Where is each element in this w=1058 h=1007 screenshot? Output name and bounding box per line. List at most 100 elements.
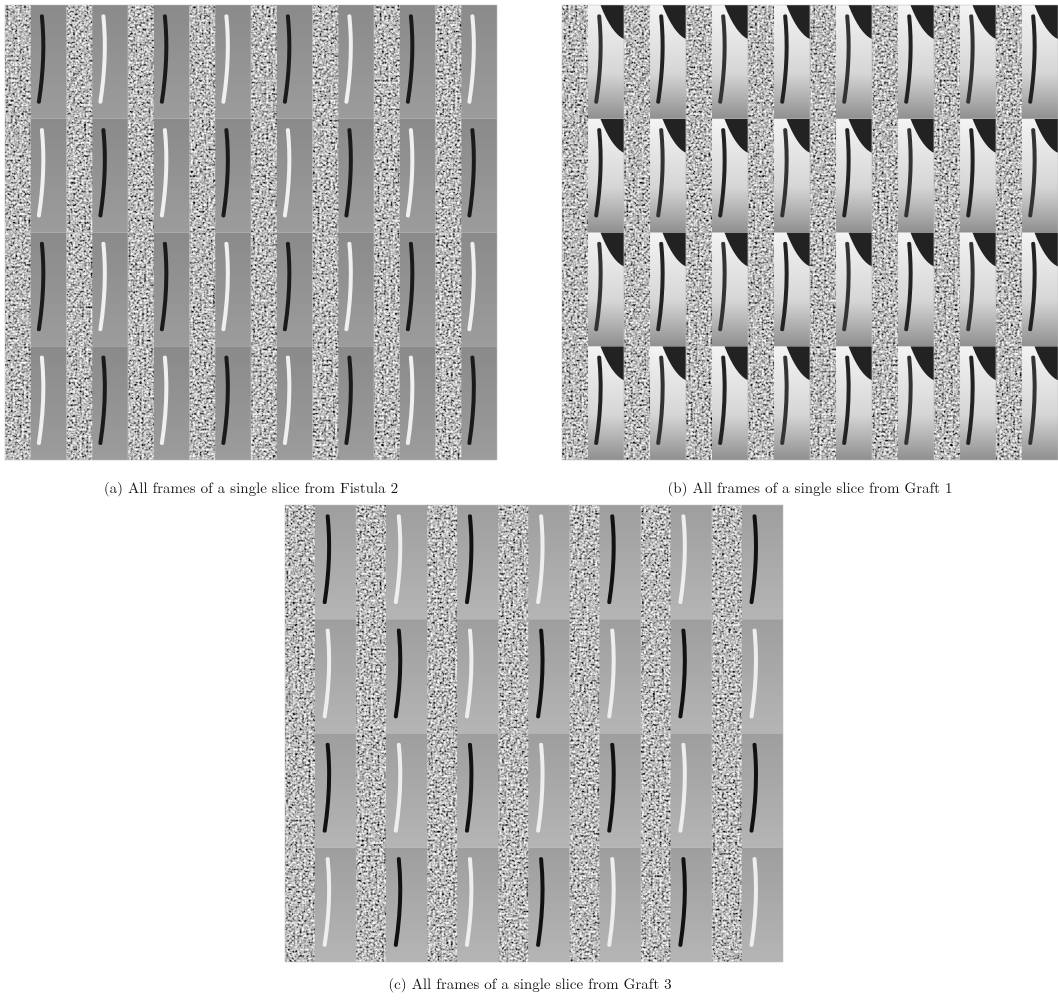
frame-tile (872, 233, 934, 347)
frame-tile (190, 233, 252, 347)
noise-region (686, 346, 712, 460)
frame-tile (251, 119, 313, 233)
tissue-region (742, 734, 783, 848)
frame-tile (872, 346, 934, 460)
tissue-region (154, 5, 190, 119)
frame-tile (313, 233, 375, 347)
frame-tile (934, 233, 996, 347)
tissue-region (599, 848, 640, 962)
frame-tile (190, 119, 252, 233)
frame-tile (996, 5, 1058, 119)
frame-tile (686, 346, 748, 460)
frame-tile (190, 346, 252, 460)
frame-tile (436, 346, 498, 460)
frame-tile (624, 119, 686, 233)
noise-region (427, 848, 457, 962)
noise-region (67, 5, 93, 119)
noise-region (712, 619, 742, 733)
frame-tile (712, 848, 783, 962)
tissue-region (92, 233, 128, 347)
frame-tile (641, 505, 712, 619)
frame-tile (285, 619, 356, 733)
noise-region (498, 505, 528, 619)
frame-tile (67, 5, 129, 119)
frame-tile (562, 346, 624, 460)
frame-tile (190, 5, 252, 119)
noise-region (641, 848, 671, 962)
noise-region (624, 119, 650, 233)
frame-tile (498, 619, 569, 733)
tissue-region (215, 346, 251, 460)
tissue-region (400, 233, 436, 347)
tissue-region (457, 848, 498, 962)
frame-tile (748, 5, 810, 119)
frame-tile (436, 119, 498, 233)
noise-region (748, 5, 774, 119)
noise-region (427, 619, 457, 733)
frame-tile (996, 233, 1058, 347)
tissue-region (92, 119, 128, 233)
noise-region (313, 346, 339, 460)
frame-tile (374, 119, 436, 233)
noise-region (934, 119, 960, 233)
caption: (c) All frames of a single slice from Gr… (388, 973, 671, 994)
noise-region (810, 233, 836, 347)
tissue-region (461, 233, 497, 347)
frame-tile (872, 5, 934, 119)
noise-region (285, 505, 315, 619)
frame-tile (872, 119, 934, 233)
frame-tile (498, 505, 569, 619)
noise-region (128, 346, 154, 460)
noise-region (624, 233, 650, 347)
tissue-region (400, 346, 436, 460)
tissue-region (315, 619, 356, 733)
frame-tile (313, 5, 375, 119)
frame-tile (934, 5, 996, 119)
frame-tile (313, 346, 375, 460)
noise-region (128, 5, 154, 119)
tissue-region (457, 619, 498, 733)
image-grid (285, 505, 783, 962)
frame-tile (128, 233, 190, 347)
noise-region (5, 346, 31, 460)
tissue-region (31, 346, 67, 460)
noise-region (251, 233, 277, 347)
noise-region (356, 848, 386, 962)
noise-region (356, 619, 386, 733)
noise-region (934, 5, 960, 119)
noise-region (641, 734, 671, 848)
noise-region (810, 119, 836, 233)
tissue-region (528, 505, 569, 619)
frame-tile (810, 233, 872, 347)
tissue-region (599, 734, 640, 848)
frame-tile (356, 848, 427, 962)
frame-tile (748, 119, 810, 233)
frame-tile (810, 346, 872, 460)
frame-tile (641, 734, 712, 848)
frame-tile (427, 734, 498, 848)
tissue-region (528, 848, 569, 962)
frame-tile (285, 505, 356, 619)
image-grid (5, 5, 497, 460)
frame-tile (810, 5, 872, 119)
noise-region (996, 5, 1022, 119)
noise-region (996, 233, 1022, 347)
noise-region (436, 5, 462, 119)
noise-region (562, 5, 588, 119)
noise-region (251, 119, 277, 233)
caption: (b) All frames of a single slice from Gr… (667, 477, 952, 498)
frame-tile (570, 848, 641, 962)
tissue-region (461, 119, 497, 233)
noise-region (128, 233, 154, 347)
frame-tile (5, 233, 67, 347)
noise-region (570, 848, 600, 962)
frame-tile (498, 848, 569, 962)
noise-region (748, 233, 774, 347)
tissue-region (92, 346, 128, 460)
caption: (a) All frames of a single slice from Fi… (104, 477, 398, 498)
noise-region (996, 346, 1022, 460)
tissue-region (315, 734, 356, 848)
frame-tile (624, 346, 686, 460)
noise-region (427, 505, 457, 619)
tissue-region (31, 119, 67, 233)
